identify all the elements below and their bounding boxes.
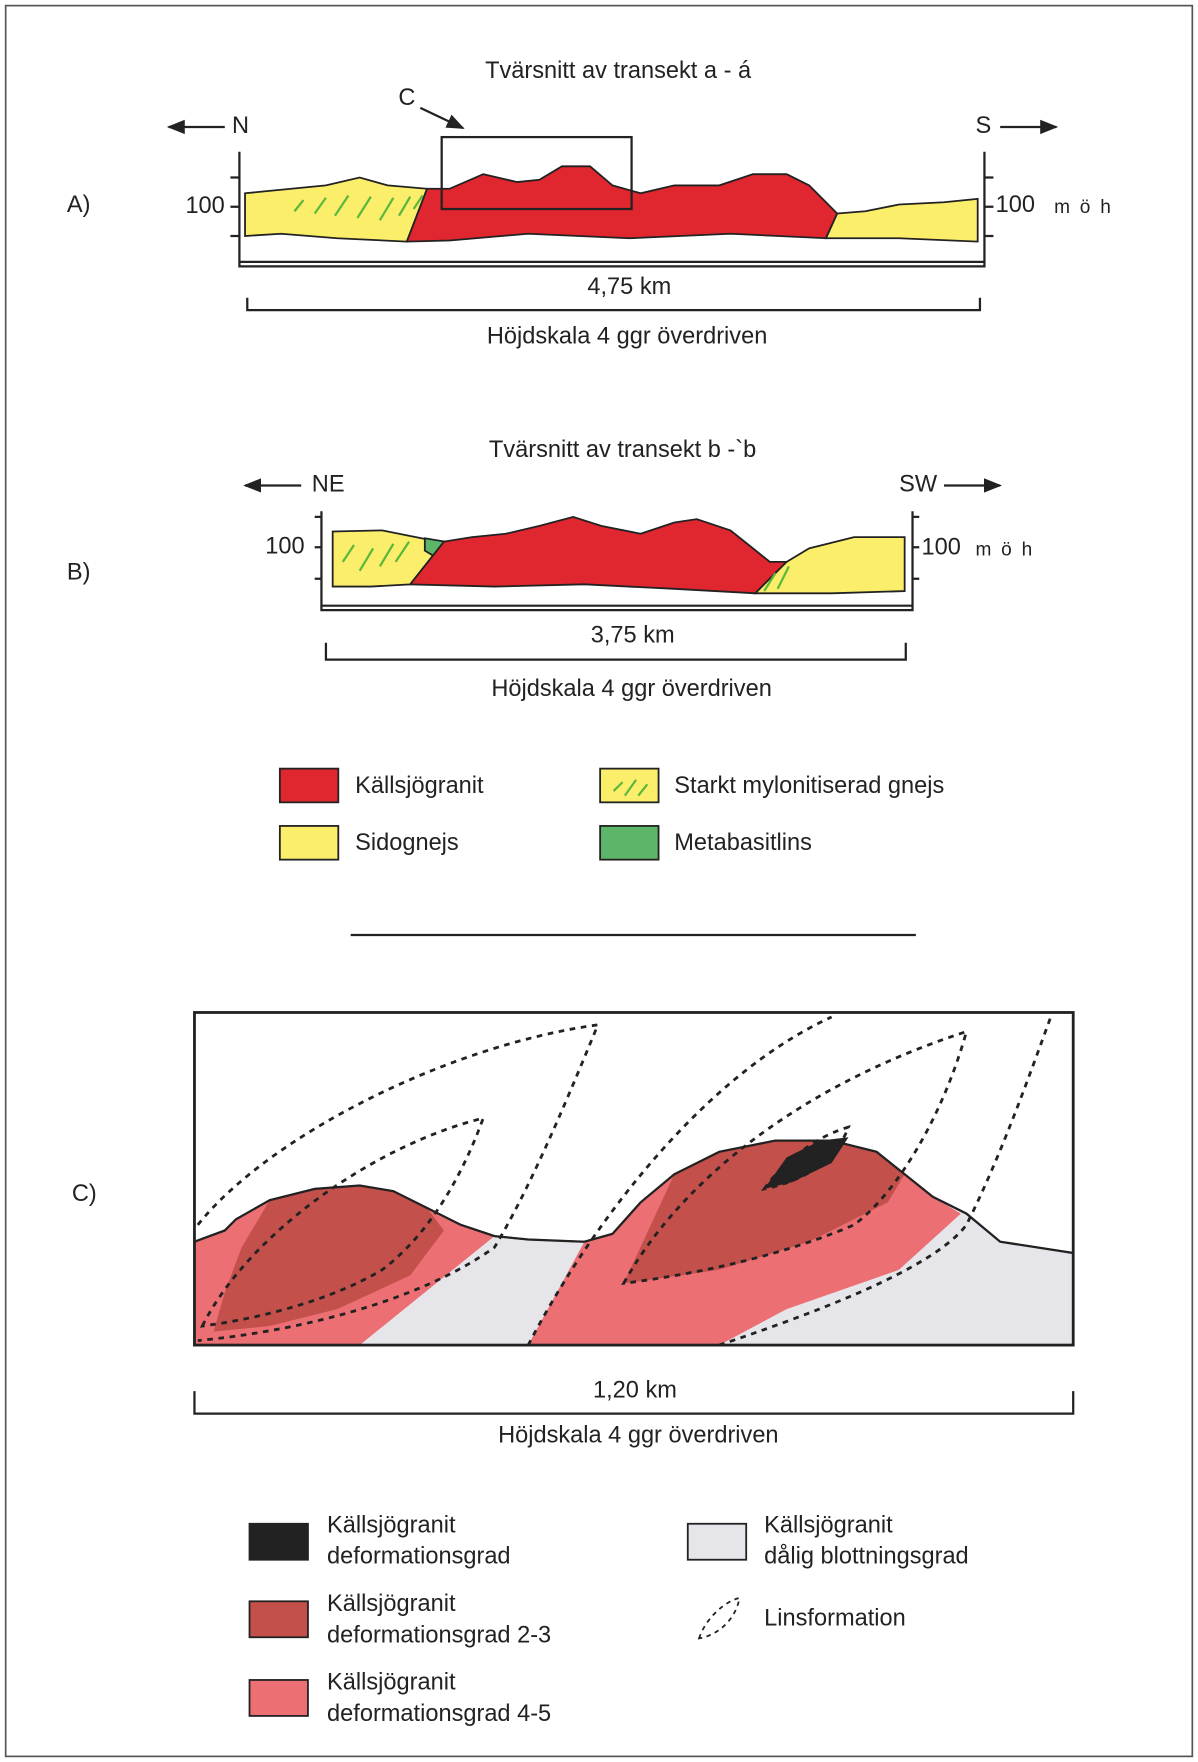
elevation-label: 100 <box>922 534 961 560</box>
sidognejs-area <box>826 199 978 242</box>
kallsjogranit-area <box>407 166 837 241</box>
sidognejs-area <box>245 178 427 242</box>
legend-ab: Källsjögranit Sidognejs Starkt mylonitis… <box>280 769 944 860</box>
legend-label: Källsjögranit <box>355 772 484 798</box>
panel-label: B) <box>67 558 91 584</box>
legend-label: Källsjögranit <box>327 1511 456 1537</box>
legend-label: dålig blottningsgrad <box>764 1543 969 1569</box>
legend-label: Källsjögranit <box>327 1669 456 1695</box>
scale-note: Höjdskala 4 ggr överdriven <box>498 1421 778 1447</box>
figure: A) Tvärsnitt av transekt a - á N S C 100… <box>0 0 1198 1762</box>
legend-label: Metabasitlins <box>674 829 812 855</box>
elevation-label: 100 <box>996 191 1035 217</box>
callout-arrow <box>420 108 463 128</box>
distance-label: 3,75 km <box>591 621 675 647</box>
legend-label: Linsformation <box>764 1605 906 1631</box>
page-frame <box>6 6 1193 1757</box>
callout-label: C <box>398 84 415 110</box>
elevation-unit: m ö h <box>1054 197 1113 218</box>
legend-swatch <box>250 1680 308 1716</box>
panel-c: C) 1,20 km Höjdskala 4 ggr överdriven <box>72 1012 1073 1447</box>
section-title: Tvärsnitt av transekt a - á <box>485 57 752 83</box>
legend-swatch <box>250 1524 308 1560</box>
direction-label: N <box>232 112 249 138</box>
legend-label: deformationsgrad 4-5 <box>327 1700 551 1726</box>
legend-label: Källsjögranit <box>764 1511 893 1537</box>
legend-lens <box>699 1598 739 1638</box>
page: A) Tvärsnitt av transekt a - á N S C 100… <box>0 0 1198 1762</box>
scale-note: Höjdskala 4 ggr överdriven <box>487 322 767 348</box>
distance-label: 4,75 km <box>587 273 671 299</box>
legend-swatch <box>600 826 658 860</box>
legend-swatch <box>250 1601 308 1637</box>
scale-bar <box>247 298 980 310</box>
panel-label: C) <box>72 1180 97 1206</box>
legend-label: deformationsgrad <box>327 1543 511 1569</box>
kallsjogranit-area <box>410 517 786 593</box>
legend-label: Källsjögranit <box>327 1590 456 1616</box>
elevation-label: 100 <box>265 532 304 558</box>
panel-b: B) Tvärsnitt av transekt b -`b NE SW 100… <box>67 436 1035 701</box>
section-title: Tvärsnitt av transekt b -`b <box>489 436 756 462</box>
legend-swatch <box>688 1524 746 1560</box>
legend-swatch <box>600 769 658 803</box>
legend-swatch <box>280 826 338 860</box>
panel-a: A) Tvärsnitt av transekt a - á N S C 100… <box>67 57 1113 348</box>
legend-label: deformationsgrad 2-3 <box>327 1621 551 1647</box>
elevation-label: 100 <box>185 192 224 218</box>
legend-label: Sidognejs <box>355 829 459 855</box>
elevation-unit: m ö h <box>975 540 1034 561</box>
panel-label: A) <box>67 191 91 217</box>
legend-swatch <box>280 769 338 803</box>
direction-label: SW <box>899 471 938 497</box>
distance-label: 1,20 km <box>593 1376 677 1402</box>
legend-c: Källsjögranit deformationsgrad Källsjögr… <box>250 1511 969 1726</box>
scale-note: Höjdskala 4 ggr överdriven <box>491 675 771 701</box>
legend-label: Starkt mylonitiserad gnejs <box>674 772 944 798</box>
direction-label: NE <box>312 471 345 497</box>
direction-label: S <box>975 112 991 138</box>
